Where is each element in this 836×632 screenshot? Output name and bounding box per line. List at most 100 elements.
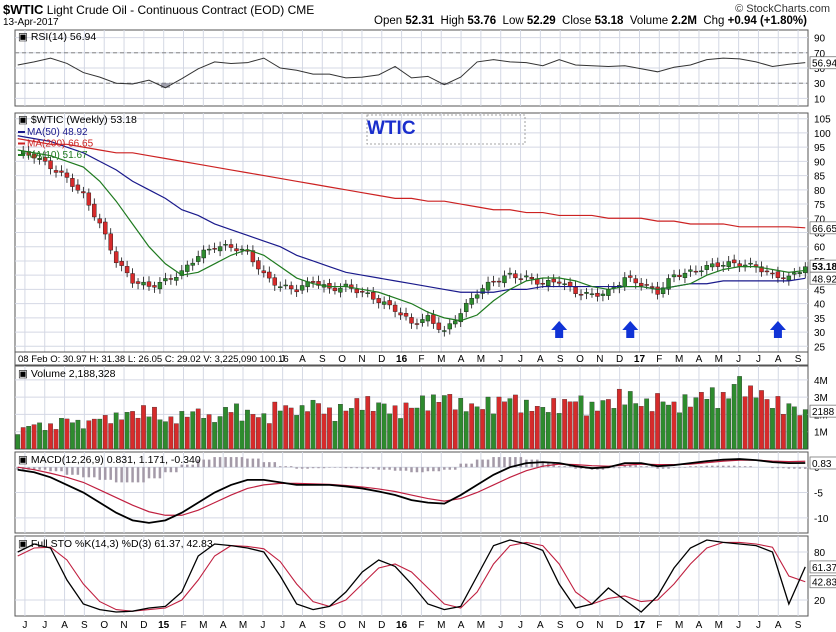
y-tick-label: -5 (814, 489, 823, 500)
price-candle-down (775, 271, 781, 278)
volume-bar-down (742, 396, 748, 450)
rsi-line (17, 57, 806, 89)
y-tick-label: 1M (814, 428, 828, 439)
time-label-price: M (675, 354, 683, 365)
price-candle-down (436, 322, 442, 330)
volume-bar-up (398, 418, 403, 450)
volume-bar-down (584, 415, 589, 450)
volume-bar-up (70, 422, 75, 450)
volume-bar-down (283, 405, 289, 450)
volume-bar-down (748, 385, 753, 450)
volume-bar-down (781, 414, 786, 450)
price-candle-down (567, 281, 573, 287)
volume-bar-down (775, 396, 781, 450)
price-candle-down (781, 277, 786, 280)
volume-bar-down (20, 427, 26, 450)
sto-k-current-label: 61.37 (812, 563, 836, 574)
time-label: M (675, 620, 683, 631)
volume-bar-up (201, 418, 207, 450)
price-candle-down (97, 218, 102, 224)
volume-bar-up (431, 394, 436, 450)
volume-bar-down (48, 423, 53, 450)
price-candle-up (589, 293, 595, 295)
volume-bar-down (135, 417, 141, 450)
time-label: A (537, 620, 544, 631)
rsi-current-label-box (809, 56, 836, 70)
volume-bar-up (556, 413, 562, 450)
volume-bar-up (299, 405, 305, 450)
price-candle-up (485, 281, 491, 291)
y-tick-label: 90 (814, 157, 826, 168)
price-candle-down (759, 266, 764, 273)
volume-bar-up (441, 395, 447, 450)
volume-bar-up (523, 399, 529, 450)
price-candle-down (103, 221, 108, 235)
time-label-price: D (616, 354, 623, 365)
volume-bar-up (660, 401, 666, 450)
price-candle-down (130, 273, 135, 284)
volume-bar-down (759, 390, 764, 450)
price-candle-up (185, 264, 190, 272)
price-candle-down (267, 271, 272, 279)
y-tick-label: 40 (814, 300, 826, 311)
price-candle-up (710, 263, 715, 268)
volume-bar-down (152, 406, 157, 450)
price-candle-down (633, 278, 638, 284)
volume-bar-down (316, 403, 321, 450)
y-tick-label: 60 (814, 243, 826, 254)
price-candle-down (403, 313, 409, 317)
volume-bar-up (113, 412, 119, 450)
volume-bar-down (606, 399, 611, 450)
price-candle-down (135, 281, 141, 284)
volume-bar-up (540, 407, 546, 450)
sto-d-current-label-box (809, 575, 836, 589)
volume-bar-down (764, 399, 770, 450)
price-candle-down (119, 260, 124, 266)
volume-bar-down (327, 407, 332, 450)
price-candle-down (92, 203, 97, 218)
site-credit: © StockCharts.com (735, 3, 830, 15)
y-tick-label: 30 (814, 79, 826, 90)
sto-d-current-label: 42.83 (812, 578, 836, 589)
price-candle-up (469, 298, 474, 305)
time-label-price: S (319, 354, 326, 365)
price-candle-down (595, 292, 600, 297)
volume-bar-up (163, 421, 168, 450)
price-candle-down (387, 300, 392, 306)
close-label: Close (562, 15, 592, 27)
low-value: 52.29 (526, 15, 556, 27)
price-candle-up (600, 293, 606, 296)
price-candle-down (228, 244, 234, 248)
price-candle-down (288, 285, 294, 290)
time-label: D (140, 620, 147, 631)
price-candle-down (491, 280, 496, 283)
price-candle-down (414, 323, 420, 325)
volume-bar-up (294, 415, 300, 450)
close-value: 53.18 (594, 15, 624, 27)
volume-bar-up (223, 407, 228, 450)
price-candle-up (474, 294, 480, 299)
volume-bar-up (359, 409, 365, 450)
time-label-price: J (280, 354, 285, 365)
volume-bar-down (206, 414, 212, 450)
volume-bar-up (217, 416, 223, 450)
ma200-current-label-box (809, 221, 836, 235)
ma-line-2 (17, 149, 806, 322)
volume-bar-up (474, 406, 480, 450)
price-candle-down (398, 312, 403, 316)
price-candle-down (59, 170, 64, 173)
price-candle-down (152, 285, 157, 288)
volume-bar-down (562, 399, 567, 450)
price-candle-up (190, 262, 195, 266)
volume-bar-down (567, 401, 573, 450)
time-label-price: O (576, 354, 584, 365)
volume-bar-up (753, 397, 759, 450)
volume-bar-up (644, 398, 650, 450)
price-candle-up (174, 277, 179, 281)
volume-current-label: 2188 (812, 407, 835, 418)
volume-bar-up (332, 420, 338, 450)
time-label: D (378, 620, 385, 631)
volume-bar-down (502, 401, 507, 450)
price-candle-down (693, 270, 699, 273)
price-candle-up (502, 275, 507, 284)
